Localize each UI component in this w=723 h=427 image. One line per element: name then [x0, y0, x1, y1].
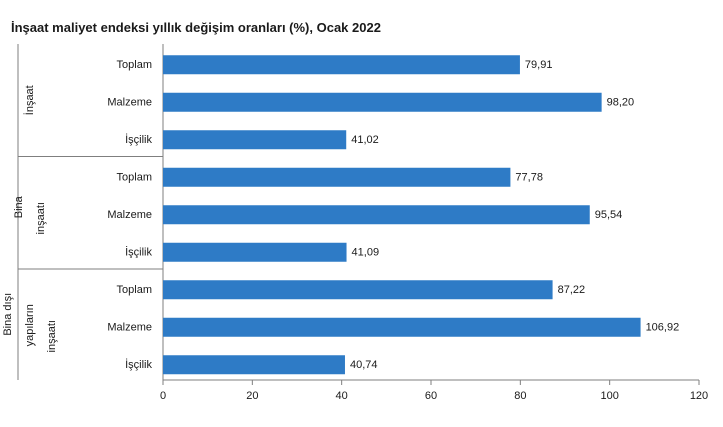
bar	[163, 92, 602, 112]
category-label: İşçilik	[125, 133, 152, 146]
data-label: 79,91	[525, 59, 553, 71]
chart-title: İnşaat maliyet endeksi yıllık değişim or…	[11, 20, 381, 35]
category-label: Toplam	[117, 284, 152, 296]
category-label: İşçilik	[125, 245, 152, 258]
bar	[163, 317, 641, 337]
data-label: 95,54	[595, 209, 623, 221]
x-tick-label: 40	[336, 390, 348, 402]
bar	[163, 242, 347, 262]
x-tick-label: 120	[690, 390, 708, 402]
data-label: 87,22	[558, 284, 586, 296]
bar	[163, 130, 347, 150]
data-label: 41,02	[351, 134, 379, 146]
x-tick-label: 60	[425, 390, 437, 402]
data-label: 40,74	[350, 359, 378, 371]
bar	[163, 167, 511, 187]
data-label: 77,78	[515, 171, 543, 183]
category-label: Malzeme	[107, 321, 152, 333]
group-label-2-line-2: inşaatı	[35, 202, 47, 234]
group-label-1-line-1: İnşaat	[23, 85, 36, 115]
bar	[163, 280, 553, 300]
x-tick-label: 80	[514, 390, 526, 402]
bar	[163, 55, 520, 75]
data-label: 98,20	[607, 96, 635, 108]
category-label: İşçilik	[125, 358, 152, 371]
group-label-2-line-1: Bina	[13, 195, 25, 218]
data-label: 41,09	[352, 246, 380, 258]
group-label-3-line-1: Bina dışı	[2, 293, 14, 336]
category-label: Malzeme	[107, 96, 152, 108]
x-tick-label: 100	[600, 390, 618, 402]
category-label: Toplam	[117, 171, 152, 183]
bar	[163, 355, 345, 375]
category-label: Malzeme	[107, 209, 152, 221]
bar	[163, 205, 590, 225]
x-tick-label: 0	[160, 390, 166, 402]
data-label: 106,92	[646, 321, 680, 333]
x-tick-label: 20	[246, 390, 258, 402]
category-label: Toplam	[117, 59, 152, 71]
group-label-3-line-3: inşaatı	[46, 320, 58, 352]
group-label-3-line-2: yapıların	[24, 304, 36, 346]
